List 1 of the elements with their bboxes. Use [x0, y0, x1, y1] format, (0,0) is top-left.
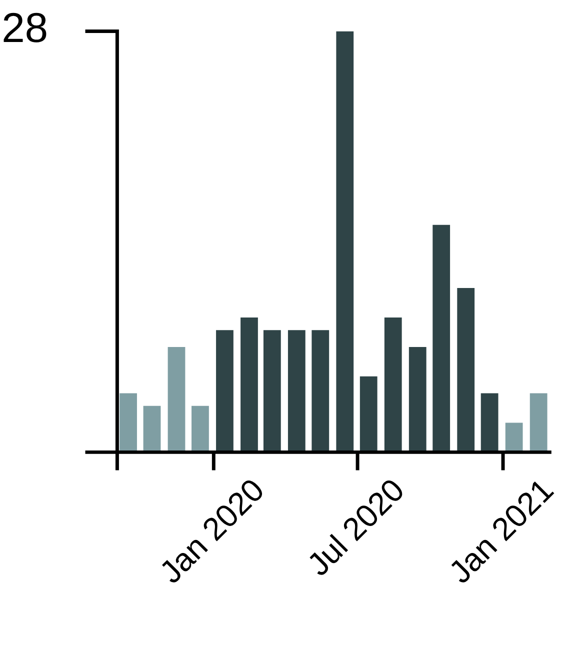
text: 28 — [4, 12, 46, 42]
